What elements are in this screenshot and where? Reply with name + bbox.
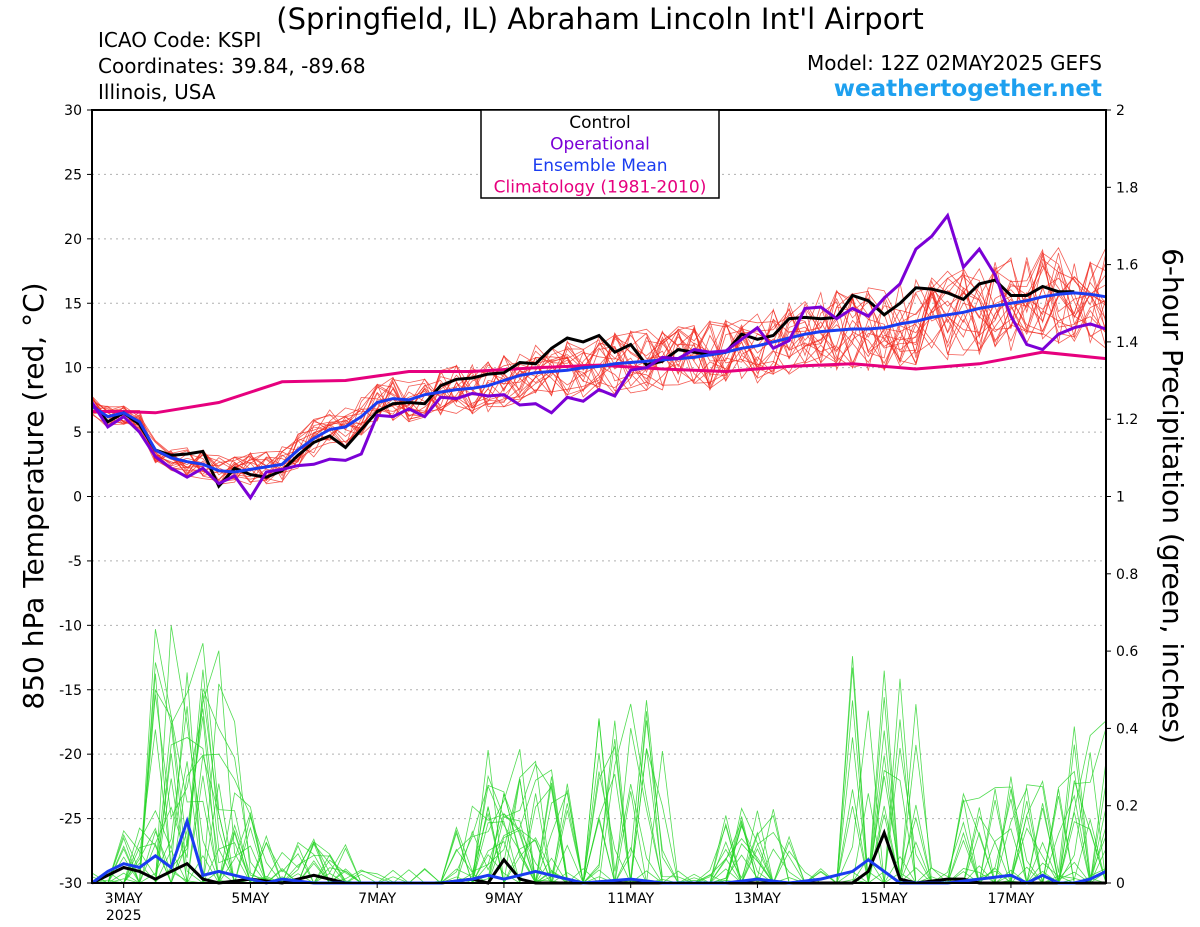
y-right-tick-label: 1.8 <box>1116 180 1138 196</box>
control-precipitation-line <box>91 828 1106 885</box>
ensemble-members <box>91 247 1107 885</box>
grid <box>92 173 1106 820</box>
temperature-member-line <box>91 254 1107 483</box>
legend-entry: Climatology (1981-2010) <box>494 178 707 198</box>
y-left-tick-label: 15 <box>64 296 82 312</box>
climatology-line <box>92 350 1107 415</box>
temperature-member-line <box>91 262 1107 485</box>
plot-frame <box>91 109 1107 884</box>
chart-title: (Springfield, IL) Abraham Lincoln Int'l … <box>276 2 924 36</box>
temperature-member-line <box>91 258 1107 487</box>
y-right-tick-label: 0 <box>1116 876 1125 892</box>
x-tick-label: 17MAY <box>987 891 1034 907</box>
temperature-member-line <box>91 287 1107 480</box>
y-left-tick-label: 5 <box>73 425 82 441</box>
x-tick-label: 5MAY <box>231 891 269 907</box>
y-left-tick-label: 10 <box>64 361 82 377</box>
model-run: Model: 12Z 02MAY2025 GEFS <box>807 51 1102 75</box>
x-tick-label: 3MAY <box>105 891 143 907</box>
legend-box <box>480 109 720 199</box>
y-right-tick-label: 1.4 <box>1116 335 1138 351</box>
y-right-tick-label: 0.4 <box>1116 721 1138 737</box>
y-right-tick-label: 0.8 <box>1116 567 1138 583</box>
precipitation-member-line <box>92 716 1106 885</box>
precipitation-member-line <box>92 703 1106 885</box>
y-right-tick-label: 1 <box>1116 490 1125 506</box>
icao-code: ICAO Code: KSPI <box>98 28 262 52</box>
x-tick-label: 11MAY <box>607 891 654 907</box>
y-left-tick-label: 30 <box>64 103 82 119</box>
legend-entry: Ensemble Mean <box>532 156 667 176</box>
axes: 302520151050-5-10-15-20-25-3021.81.61.41… <box>59 103 1138 924</box>
ensemble-mean-precipitation-line <box>91 816 1107 885</box>
x-tick-label: 13MAY <box>734 891 781 907</box>
temperature-member-line <box>91 252 1107 481</box>
x-tick-label: 7MAY <box>358 891 396 907</box>
y-right-tick-label: 0.2 <box>1116 799 1138 815</box>
control-temperature-line <box>90 278 1075 489</box>
y-left-tick-label: 0 <box>73 490 82 506</box>
y-left-tick-label: -20 <box>59 747 82 763</box>
legend-entry: Control <box>569 113 630 133</box>
x-tick-sublabel: 2025 <box>106 908 142 924</box>
coordinates: Coordinates: 39.84, -89.68 <box>98 54 366 78</box>
temperature-member-line <box>91 257 1107 484</box>
y-left-tick-label: -5 <box>68 554 82 570</box>
temperature-member-line <box>91 277 1107 475</box>
operational-temperature-line <box>90 212 1107 501</box>
region: Illinois, USA <box>98 80 216 104</box>
temperature-member-line <box>91 261 1107 476</box>
x-tick-label: 9MAY <box>485 891 523 907</box>
temperature-member-line <box>91 251 1107 478</box>
y-left-tick-label: -15 <box>59 683 82 699</box>
y-left-tick-label: 20 <box>64 232 82 248</box>
y-left-tick-label: -10 <box>59 618 82 634</box>
ensemble-mean-temperature-line <box>91 291 1107 474</box>
series-lines <box>90 212 1107 885</box>
y-right-tick-label: 2 <box>1116 103 1125 119</box>
y-left-tick-label: -25 <box>59 812 82 828</box>
y-right-tick-label: 0.6 <box>1116 644 1138 660</box>
y-left-tick-label: 25 <box>64 167 82 183</box>
y-right-tick-label: 1.2 <box>1116 412 1138 428</box>
legend-entry: Operational <box>550 135 650 155</box>
y-right-tick-label: 1.6 <box>1116 258 1138 274</box>
x-tick-label: 15MAY <box>861 891 908 907</box>
temperature-member-line <box>91 252 1107 487</box>
temperature-member-line <box>91 257 1107 477</box>
y-left-tick-label: -30 <box>59 876 82 892</box>
site-link[interactable]: weathertogether.net <box>833 76 1102 102</box>
